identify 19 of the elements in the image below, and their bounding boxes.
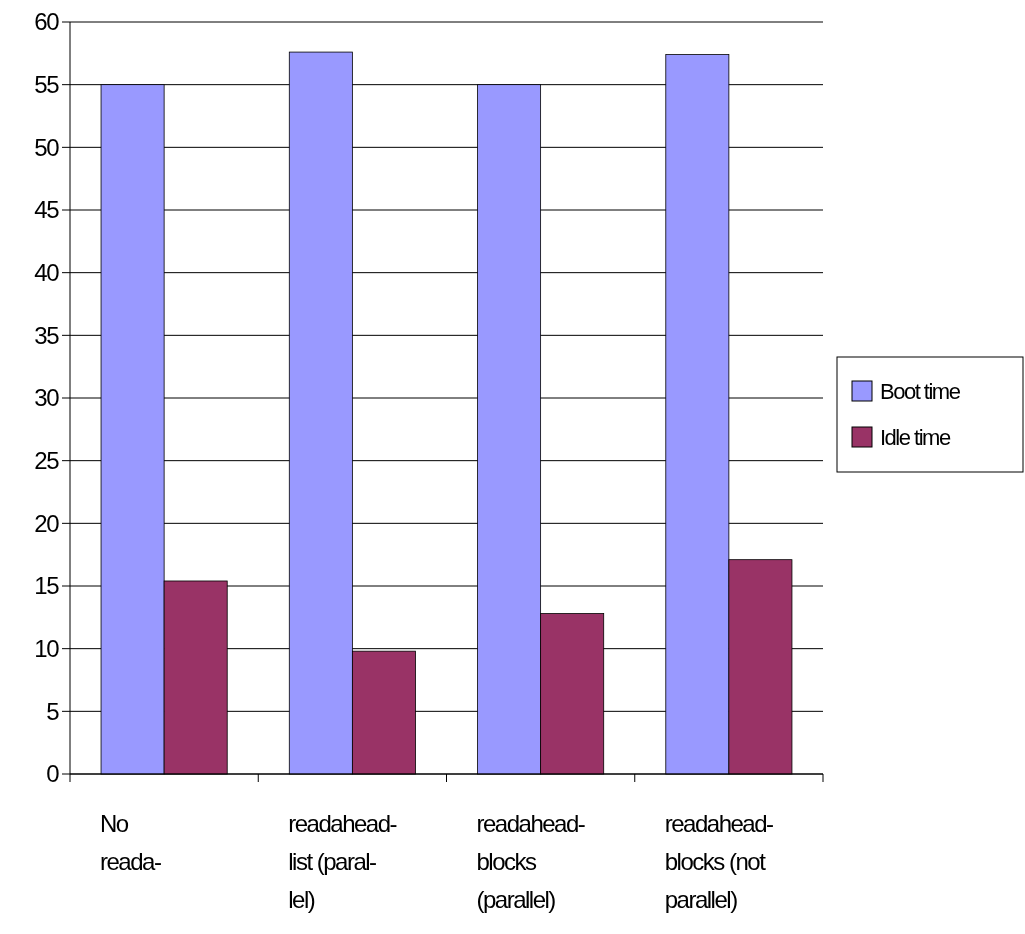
y-tick-label: 40 bbox=[34, 259, 60, 287]
y-tick-label: 25 bbox=[34, 447, 60, 475]
legend-label: Idle time bbox=[880, 424, 951, 450]
y-tick-label: 0 bbox=[46, 760, 60, 788]
y-tick-label: 15 bbox=[34, 572, 60, 600]
y-tick-label: 5 bbox=[46, 697, 60, 725]
y-tick-label: 55 bbox=[34, 71, 60, 99]
y-tick-label: 50 bbox=[34, 133, 60, 161]
y-tick-label: 60 bbox=[34, 8, 60, 36]
legend-label: Boot time bbox=[880, 378, 961, 404]
y-tick-label: 45 bbox=[34, 196, 60, 224]
x-tick-label: No reada- bbox=[100, 810, 161, 875]
x-tick-label: readahead- blocks (parallel) bbox=[476, 810, 585, 913]
x-tick-label: readahead- blocks (not parallel) bbox=[664, 810, 774, 913]
x-tick-label: readahead- list (paral- lel) bbox=[288, 810, 397, 913]
y-tick-label: 30 bbox=[34, 384, 60, 412]
y-tick-label: 35 bbox=[34, 321, 60, 349]
y-tick-label: 10 bbox=[34, 635, 60, 663]
y-tick-label: 20 bbox=[34, 509, 60, 537]
